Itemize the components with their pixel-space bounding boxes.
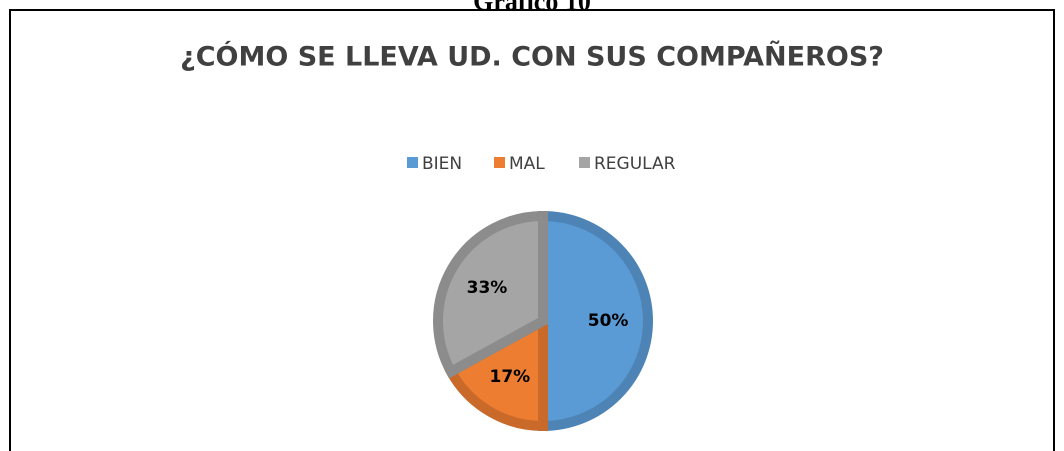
legend-swatch	[494, 157, 505, 168]
legend-swatch	[579, 157, 590, 168]
pie-slice	[433, 210, 548, 379]
legend-label: REGULAR	[594, 154, 676, 174]
data-label: 17%	[490, 367, 531, 387]
pie-slice	[538, 210, 653, 432]
legend-label: MAL	[509, 154, 545, 174]
legend-swatch	[407, 157, 418, 168]
data-label: 33%	[467, 278, 508, 298]
pie-slice	[444, 312, 548, 432]
chart-title: ¿CÓMO SE LLEVA UD. CON SUS COMPAÑEROS?	[180, 41, 884, 73]
legend-label: BIEN	[422, 154, 462, 174]
page-header: Gráfico 10	[473, 0, 591, 16]
data-label: 50%	[588, 311, 629, 331]
